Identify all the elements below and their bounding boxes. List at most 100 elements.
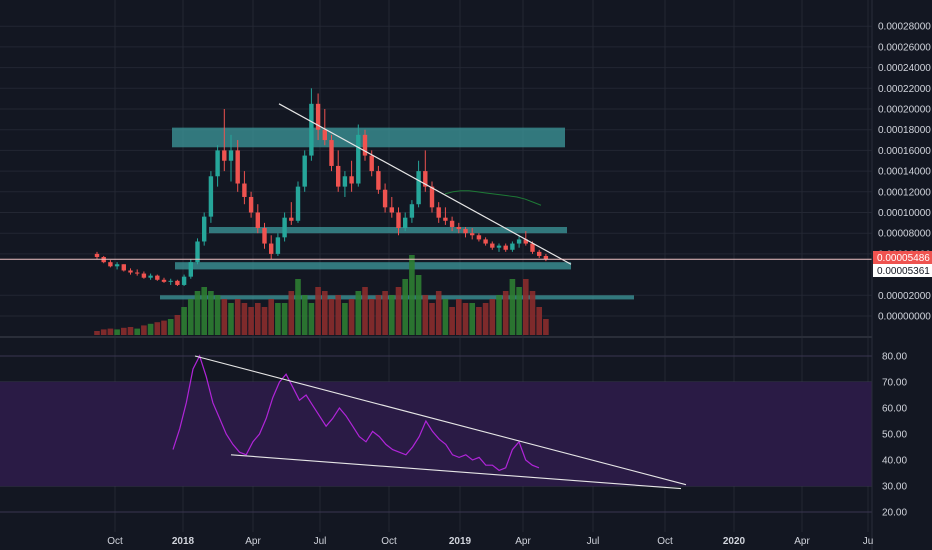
candle[interactable] <box>463 226 468 238</box>
price-zone[interactable] <box>209 226 567 234</box>
candle[interactable] <box>181 274 187 286</box>
candle[interactable] <box>456 222 461 234</box>
candle[interactable] <box>470 228 475 240</box>
candle[interactable] <box>342 171 348 197</box>
candle[interactable] <box>356 124 361 187</box>
candle[interactable] <box>490 241 495 250</box>
candle[interactable] <box>94 251 100 260</box>
candle[interactable] <box>483 237 488 246</box>
candlestick-series[interactable] <box>94 88 549 286</box>
candle[interactable] <box>315 93 321 141</box>
descending-trendline[interactable] <box>278 103 572 265</box>
candle[interactable] <box>208 171 214 223</box>
candle-body <box>322 129 327 141</box>
volume-bar <box>94 331 100 335</box>
price-tick-label: 0.00000000 <box>878 312 931 323</box>
candle[interactable] <box>202 212 207 246</box>
candle[interactable] <box>309 88 314 161</box>
candle[interactable] <box>302 150 307 192</box>
volume-bar <box>442 299 449 335</box>
time-tick-label: 2020 <box>723 536 746 547</box>
volume-bar <box>415 275 422 335</box>
candle[interactable] <box>476 233 482 242</box>
candle[interactable] <box>175 279 180 286</box>
candle[interactable] <box>262 222 267 249</box>
candle[interactable] <box>269 235 274 260</box>
candle[interactable] <box>429 181 435 213</box>
candle[interactable] <box>215 145 220 187</box>
candle[interactable] <box>282 212 287 242</box>
candle-body <box>449 220 455 227</box>
time-axis[interactable]: Oct 2018 Apr Jul Oct 2019 Apr Jul Oct 2020 Apr Ju <box>107 536 873 547</box>
candle[interactable] <box>503 243 508 252</box>
rsi-trendlines[interactable] <box>194 355 687 490</box>
candle[interactable] <box>443 207 448 225</box>
candle[interactable] <box>423 150 428 192</box>
candle[interactable] <box>510 241 515 252</box>
candle[interactable] <box>155 274 160 281</box>
candle[interactable] <box>537 249 542 259</box>
candle[interactable] <box>275 233 281 256</box>
price-tick-label: 0.00008000 <box>878 229 931 240</box>
candle[interactable] <box>449 216 455 232</box>
candle[interactable] <box>128 268 133 275</box>
candle[interactable] <box>496 243 502 252</box>
price-tick-label: 0.00026000 <box>878 42 931 53</box>
candle-body <box>195 241 200 263</box>
volume-bar <box>121 327 127 335</box>
candle[interactable] <box>322 109 327 146</box>
price-tick-label: 0.00010000 <box>878 208 931 219</box>
candle[interactable] <box>523 231 528 246</box>
candle[interactable] <box>108 260 113 268</box>
candle[interactable] <box>135 269 140 276</box>
candle[interactable] <box>222 109 227 172</box>
candle[interactable] <box>362 129 368 161</box>
candle[interactable] <box>255 204 260 234</box>
volume-bar <box>489 299 496 335</box>
candle[interactable] <box>396 207 401 236</box>
candle[interactable] <box>416 160 421 208</box>
candle[interactable] <box>543 253 549 262</box>
candle-body <box>443 217 448 221</box>
candle[interactable] <box>329 134 334 172</box>
candle[interactable] <box>121 264 126 272</box>
candle-body <box>141 273 147 278</box>
price-zone[interactable] <box>172 127 565 148</box>
rsi-tick-label: 30.00 <box>882 482 907 493</box>
time-tick-label: Ju <box>863 536 874 547</box>
candle[interactable] <box>516 235 522 248</box>
volume-bar <box>402 279 408 335</box>
candle-body <box>476 235 482 240</box>
volume-bar <box>154 322 161 335</box>
rsi-axis[interactable]: 80.00 70.00 60.00 50.00 40.00 30.00 20.00 <box>882 352 907 519</box>
candle[interactable] <box>436 202 441 223</box>
candle[interactable] <box>409 200 415 223</box>
candle[interactable] <box>161 277 167 283</box>
candle-body <box>295 186 301 221</box>
candle[interactable] <box>242 171 247 205</box>
candle[interactable] <box>376 165 381 194</box>
volume-bar <box>221 299 228 335</box>
rsi-lower-trendline[interactable] <box>230 454 682 490</box>
trendlines[interactable] <box>278 103 572 265</box>
time-tick-label: Oct <box>381 536 397 547</box>
candle[interactable] <box>403 212 408 232</box>
candle[interactable] <box>389 196 394 218</box>
candle[interactable] <box>114 262 120 270</box>
candle[interactable] <box>248 191 254 218</box>
candle[interactable] <box>228 134 234 182</box>
candle[interactable] <box>188 259 193 279</box>
candle[interactable] <box>235 140 240 192</box>
candle[interactable] <box>289 202 294 225</box>
candle[interactable] <box>148 273 153 280</box>
candle[interactable] <box>349 160 354 192</box>
candle[interactable] <box>295 181 301 223</box>
candle[interactable] <box>336 150 341 192</box>
rsi-upper-trendline[interactable] <box>194 355 687 486</box>
candle[interactable] <box>141 271 147 279</box>
price-zone[interactable] <box>175 262 571 270</box>
candle[interactable] <box>168 278 173 285</box>
candle[interactable] <box>382 183 388 213</box>
candle[interactable] <box>195 238 200 265</box>
